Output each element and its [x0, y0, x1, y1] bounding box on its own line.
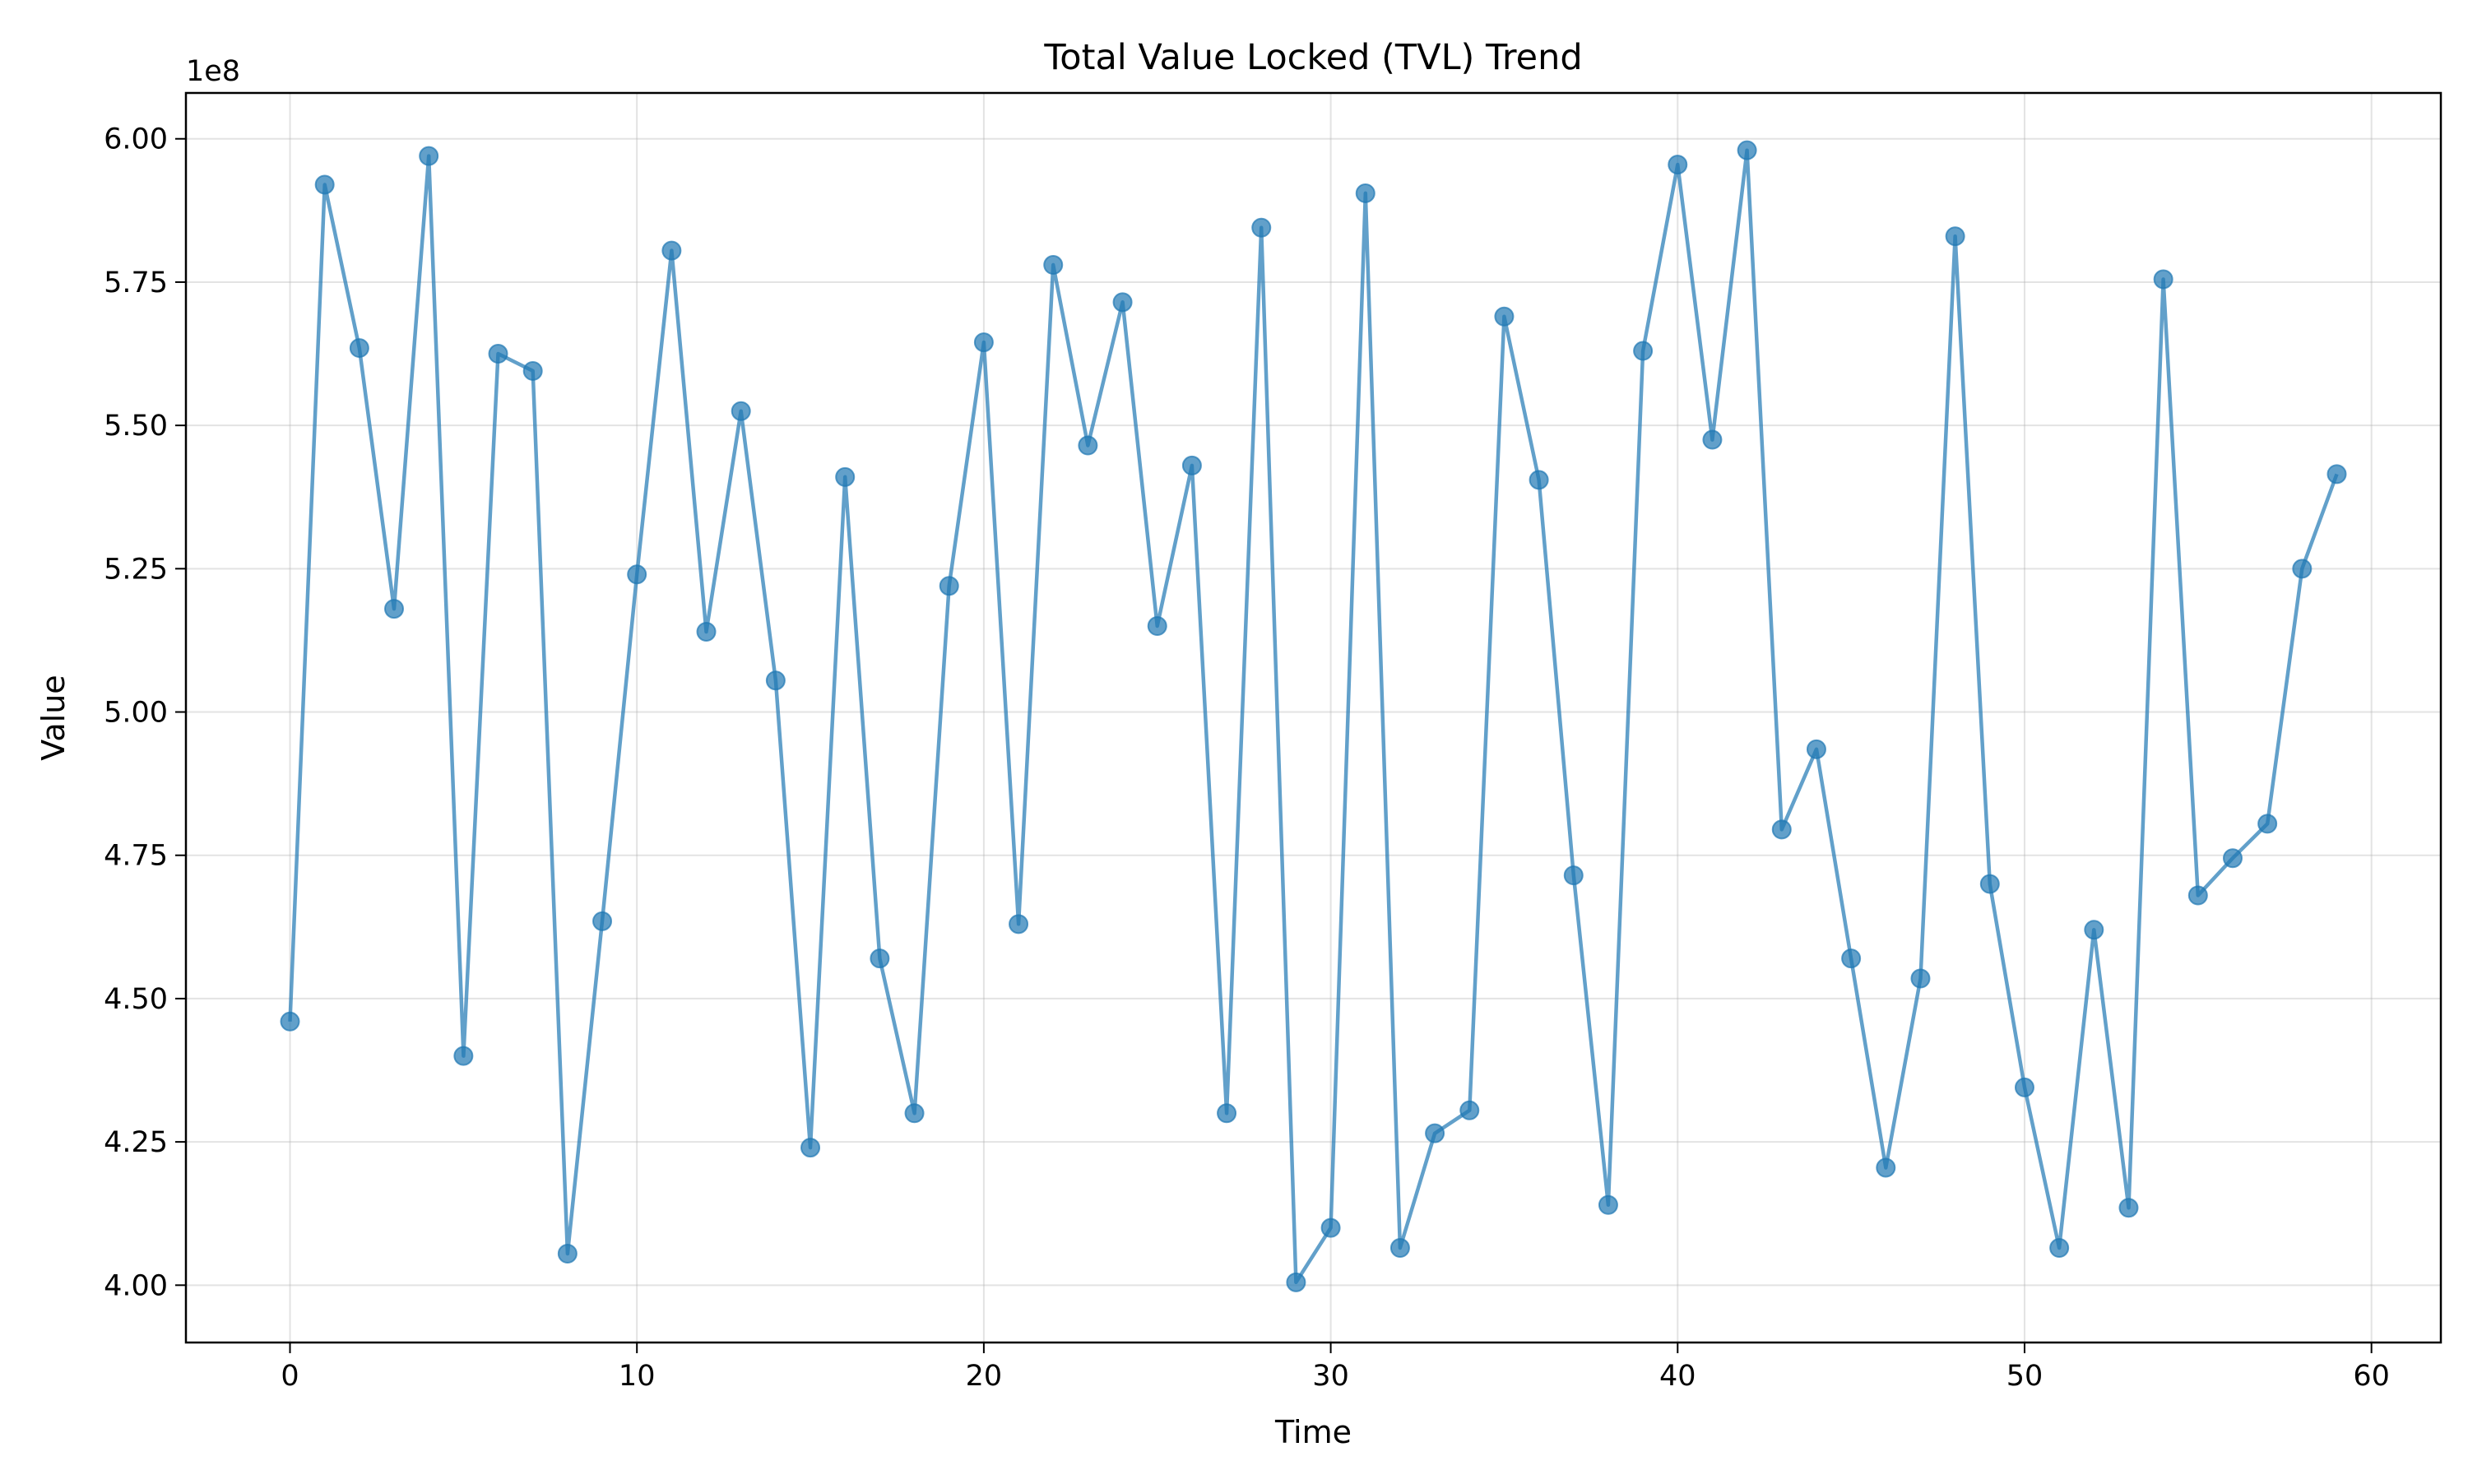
y-tick-label: 4.75: [104, 840, 168, 873]
data-point: [731, 401, 751, 421]
x-tick-label: 10: [619, 1360, 656, 1393]
data-point: [384, 599, 405, 619]
y-axis-label: Value: [35, 675, 72, 760]
y-tick-label: 4.50: [104, 983, 168, 1016]
chart-title: Total Value Locked (TVL) Trend: [1043, 37, 1582, 78]
data-point: [280, 1011, 300, 1032]
data-point: [349, 338, 369, 359]
data-point: [557, 1243, 578, 1264]
data-point: [2187, 885, 2208, 906]
grid-lines: [186, 93, 2441, 1343]
data-point: [1251, 217, 1272, 238]
x-tick-label: 50: [2006, 1360, 2044, 1393]
plot-area-frame: [184, 91, 2442, 1344]
data-point: [1043, 255, 1064, 276]
x-tick-label: 0: [281, 1360, 299, 1393]
axis-ticks: 0 10 20 30 40 50 60 4.00 4.25 4.50 4.75 5.00 5.25 5.5…: [104, 123, 2390, 1393]
y-axis-offset-label: 1e8: [186, 55, 240, 88]
data-point: [1355, 183, 1375, 203]
data-point: [1876, 1157, 1896, 1178]
y-tick-label: 5.75: [104, 267, 168, 299]
data-point: [2118, 1198, 2139, 1218]
data-point: [1078, 435, 1098, 456]
x-tick-label: 20: [966, 1360, 1003, 1393]
data-point: [1147, 616, 1167, 637]
data-point: [1286, 1272, 1306, 1292]
data-point: [2049, 1238, 2070, 1259]
data-point: [1633, 341, 1654, 361]
data-point: [522, 360, 543, 381]
y-tick-label: 5.00: [104, 697, 168, 730]
data-point: [1702, 429, 1723, 450]
data-point: [2257, 814, 2278, 834]
data-point: [1181, 455, 1202, 475]
data-point: [765, 670, 786, 691]
x-tick-label: 30: [1312, 1360, 1349, 1393]
data-point: [1979, 874, 2000, 894]
data-point: [488, 344, 508, 364]
data-point: [870, 948, 890, 969]
data-point: [800, 1138, 821, 1158]
data-point: [1112, 292, 1133, 313]
data-point: [1389, 1238, 1410, 1259]
data-point: [1009, 914, 1029, 934]
data-point: [1529, 470, 1549, 490]
y-tick-label: 5.50: [104, 410, 168, 443]
x-tick-label: 60: [2353, 1360, 2390, 1393]
x-axis-label: Time: [1274, 1414, 1352, 1450]
data-point: [1320, 1217, 1341, 1238]
y-tick-label: 5.25: [104, 553, 168, 586]
x-tick-label: 40: [1659, 1360, 1696, 1393]
data-point: [1737, 140, 1757, 160]
data-point: [453, 1046, 474, 1066]
data-point: [939, 576, 959, 596]
data-point: [1806, 739, 1826, 759]
data-point: [2153, 269, 2173, 290]
series-line: [288, 148, 2339, 1285]
data-point: [1494, 306, 1515, 327]
data-point: [973, 332, 994, 353]
data-point: [2084, 920, 2104, 940]
data-point: [1841, 948, 1862, 969]
data-point: [1598, 1194, 1618, 1215]
data-point: [1771, 819, 1792, 840]
data-point: [419, 146, 439, 166]
data-point: [1945, 226, 1965, 247]
data-point: [2014, 1077, 2034, 1097]
data-point: [1668, 155, 1688, 175]
data-point: [1459, 1100, 1480, 1120]
data-point: [696, 621, 717, 642]
y-tick-label: 4.25: [104, 1126, 168, 1159]
data-point: [835, 466, 856, 487]
y-tick-label: 6.00: [104, 123, 168, 156]
data-point: [592, 911, 613, 931]
data-point: [627, 564, 647, 585]
data-point: [1217, 1103, 1237, 1124]
data-point: [314, 174, 335, 195]
data-point: [1563, 865, 1584, 886]
data-point: [2222, 848, 2243, 869]
y-tick-label: 4.00: [104, 1269, 168, 1302]
data-point: [1910, 968, 1931, 989]
series-layer: [280, 140, 2347, 1292]
data-point: [661, 240, 682, 261]
data-point: [2292, 559, 2313, 579]
data-point: [1425, 1123, 1445, 1143]
data-point: [2327, 464, 2347, 485]
data-point: [904, 1103, 925, 1124]
